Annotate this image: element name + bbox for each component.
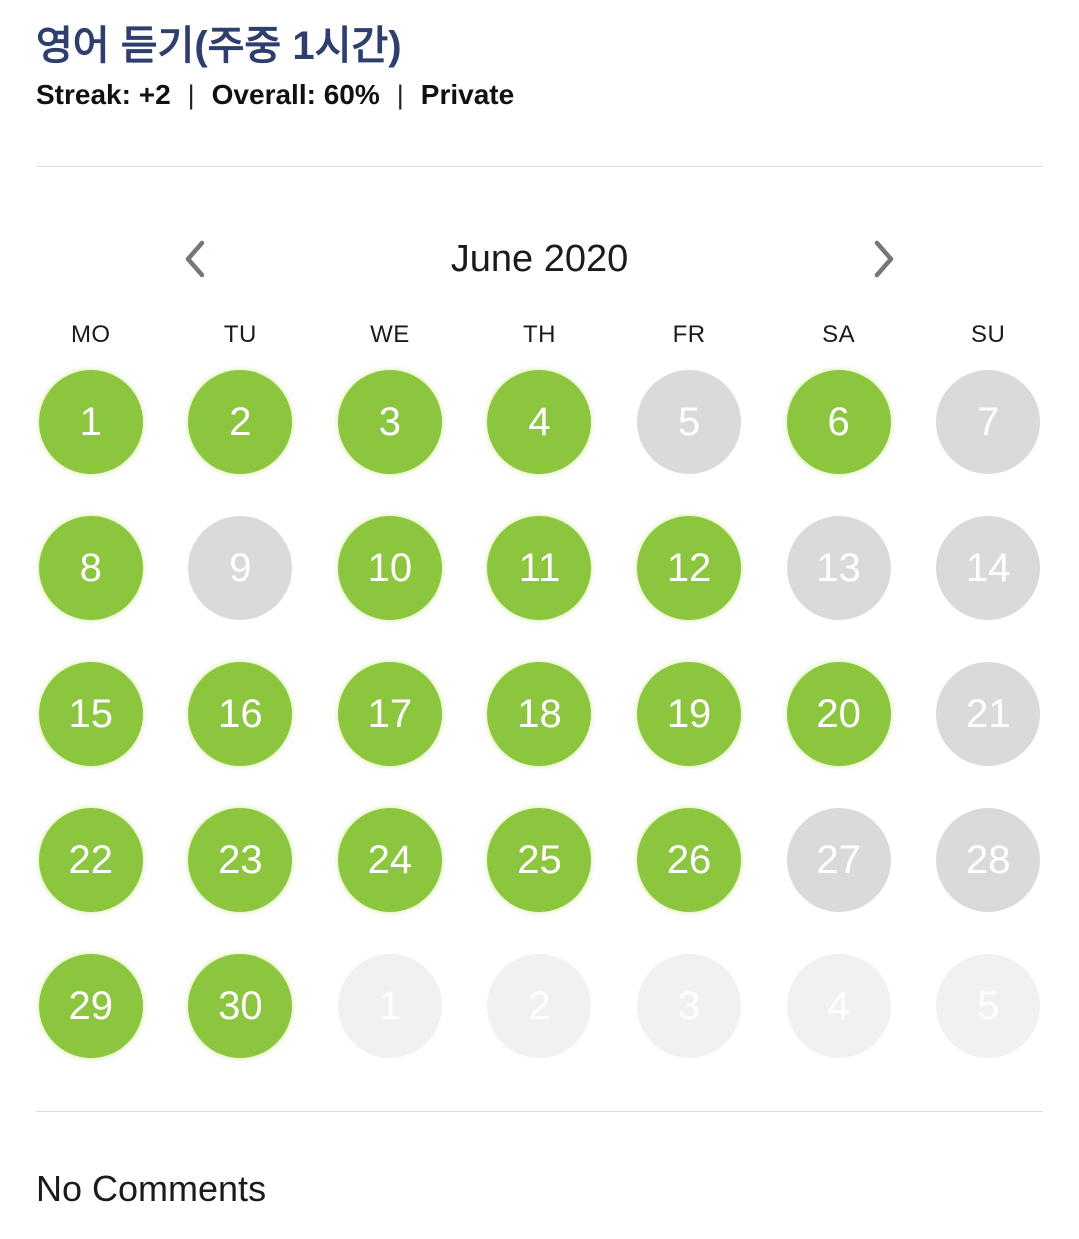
streak-stat: Streak: +2 — [36, 79, 171, 110]
day-done[interactable]: 29 — [38, 954, 143, 1058]
day-missed[interactable]: 5 — [637, 370, 742, 474]
day-cell: 20 — [764, 641, 914, 787]
stat-separator: | — [396, 80, 404, 110]
day-cell: 28 — [913, 787, 1063, 933]
day-cell: 4 — [764, 933, 914, 1079]
day-cell: 5 — [614, 349, 764, 495]
day-cell: 2 — [465, 933, 615, 1079]
day-missed[interactable]: 7 — [936, 370, 1041, 474]
weekday-label: SU — [971, 321, 1006, 348]
day-done[interactable]: 15 — [38, 662, 143, 766]
day-cell: 12 — [614, 495, 764, 641]
day-missed[interactable]: 21 — [936, 662, 1041, 766]
day-next-month[interactable]: 1 — [337, 954, 442, 1058]
day-cell: 7 — [913, 349, 1063, 495]
day-missed[interactable]: 28 — [936, 808, 1041, 912]
calendar-grid: 1 2 3 4 5 6 7 8 9 10 11 12 13 14 15 16 17 18 19 20 21 22 23 24 2… — [16, 349, 1063, 1079]
day-cell: 6 — [764, 349, 914, 495]
page-title: 영어 듣기(주중 1시간) — [36, 24, 402, 68]
day-next-month[interactable]: 2 — [487, 954, 592, 1058]
day-done[interactable]: 22 — [38, 808, 143, 912]
day-done[interactable]: 26 — [637, 808, 742, 912]
day-next-month[interactable]: 4 — [786, 954, 891, 1058]
day-missed[interactable]: 13 — [786, 516, 891, 620]
day-done[interactable]: 17 — [337, 662, 442, 766]
comments-section: No Comments — [0, 1112, 1079, 1210]
chevron-left-icon — [185, 240, 205, 278]
day-cell: 3 — [315, 349, 465, 495]
day-cell: 2 — [166, 349, 316, 495]
day-done[interactable]: 23 — [188, 808, 293, 912]
bottom-divider — [36, 1111, 1043, 1112]
day-done[interactable]: 24 — [337, 808, 442, 912]
day-cell: 9 — [166, 495, 316, 641]
day-cell: 26 — [614, 787, 764, 933]
weekday-label: SA — [822, 321, 856, 348]
stats-line: Streak: +2 | Overall: 60% | Private — [36, 79, 1043, 111]
no-comments-label: No Comments — [36, 1168, 267, 1209]
weekday-row: MO TU WE TH FR SA SU — [16, 321, 1063, 349]
calendar-nav: June 2020 — [0, 223, 1079, 295]
day-done[interactable]: 20 — [786, 662, 891, 766]
day-done[interactable]: 4 — [487, 370, 592, 474]
day-done[interactable]: 16 — [188, 662, 293, 766]
top-divider — [36, 166, 1043, 167]
day-done[interactable]: 19 — [637, 662, 742, 766]
weekday-label: TU — [223, 321, 257, 348]
day-done[interactable]: 12 — [637, 516, 742, 620]
day-missed[interactable]: 27 — [786, 808, 891, 912]
day-cell: 19 — [614, 641, 764, 787]
day-cell: 15 — [16, 641, 166, 787]
day-cell: 3 — [614, 933, 764, 1079]
day-done[interactable]: 6 — [786, 370, 891, 474]
day-next-month[interactable]: 3 — [637, 954, 742, 1058]
day-done[interactable]: 18 — [487, 662, 592, 766]
day-cell: 13 — [764, 495, 914, 641]
day-missed[interactable]: 9 — [188, 516, 293, 620]
day-cell: 18 — [465, 641, 615, 787]
prev-month-button[interactable] — [174, 231, 214, 287]
day-cell: 29 — [16, 933, 166, 1079]
next-month-button[interactable] — [865, 231, 905, 287]
day-cell: 30 — [166, 933, 316, 1079]
stat-separator: | — [187, 80, 195, 110]
day-cell: 25 — [465, 787, 615, 933]
day-cell: 27 — [764, 787, 914, 933]
day-done[interactable]: 10 — [337, 516, 442, 620]
weekday-label: TH — [522, 321, 556, 348]
day-done[interactable]: 25 — [487, 808, 592, 912]
weekday-label: WE — [370, 321, 410, 348]
privacy-stat: Private — [420, 79, 515, 110]
day-cell: 5 — [913, 933, 1063, 1079]
day-done[interactable]: 1 — [38, 370, 143, 474]
day-cell: 11 — [465, 495, 615, 641]
day-cell: 24 — [315, 787, 465, 933]
day-cell: 22 — [16, 787, 166, 933]
day-done[interactable]: 2 — [188, 370, 293, 474]
weekday-label: FR — [672, 321, 706, 348]
day-cell: 16 — [166, 641, 316, 787]
day-cell: 10 — [315, 495, 465, 641]
day-cell: 8 — [16, 495, 166, 641]
overall-stat: Overall: 60% — [211, 79, 380, 110]
day-cell: 21 — [913, 641, 1063, 787]
day-cell: 1 — [315, 933, 465, 1079]
day-missed[interactable]: 14 — [936, 516, 1041, 620]
day-cell: 23 — [166, 787, 316, 933]
weekday-label: MO — [70, 321, 111, 348]
day-cell: 1 — [16, 349, 166, 495]
day-cell: 4 — [465, 349, 615, 495]
chevron-right-icon — [874, 240, 894, 278]
habit-header: 영어 듣기(주중 1시간) Streak: +2 | Overall: 60% … — [0, 0, 1079, 110]
day-next-month[interactable]: 5 — [936, 954, 1041, 1058]
day-done[interactable]: 3 — [337, 370, 442, 474]
month-title: June 2020 — [450, 238, 629, 280]
day-done[interactable]: 30 — [188, 954, 293, 1058]
day-done[interactable]: 8 — [38, 516, 143, 620]
day-cell: 14 — [913, 495, 1063, 641]
day-cell: 17 — [315, 641, 465, 787]
day-done[interactable]: 11 — [487, 516, 592, 620]
